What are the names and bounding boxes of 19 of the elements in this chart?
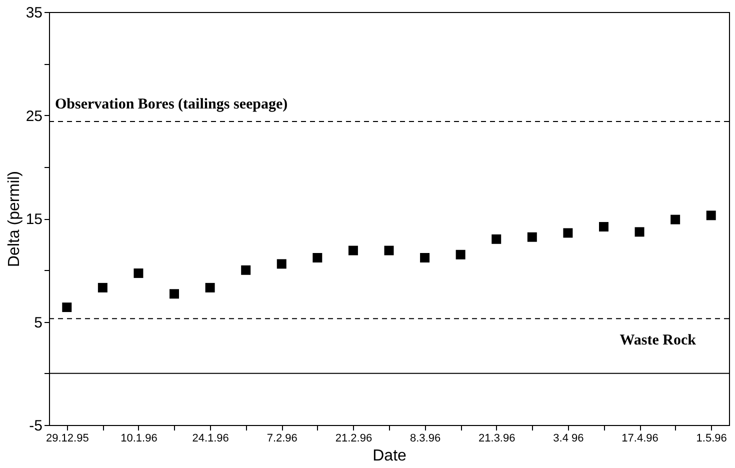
y-tick-label: 25 xyxy=(26,108,42,125)
y-tick-label: -5 xyxy=(29,418,42,434)
y-axis-title: Delta (permil) xyxy=(6,170,23,268)
x-tick-label: 17.4.96 xyxy=(622,432,658,444)
x-tick-label: 1.5.96 xyxy=(696,432,727,444)
x-tick-label: 29.12.95 xyxy=(46,432,89,444)
y-tick-label: 35 xyxy=(26,4,42,22)
x-tick-label: 7.2.96 xyxy=(266,432,298,444)
x-tick-label: 8.3.96 xyxy=(410,432,441,444)
x-tick-label: 21.2.96 xyxy=(335,432,372,444)
ref-line-label: Waste Rock xyxy=(620,332,697,349)
x-tick-label: 3.4 96 xyxy=(553,432,584,444)
x-tick-label: 21.3.96 xyxy=(478,432,516,444)
x-axis-title: Date xyxy=(372,448,406,464)
y-tick-label: 5 xyxy=(34,314,42,332)
x-tick-label: 24.1.96 xyxy=(192,432,229,444)
x-tick-label: 10.1.96 xyxy=(120,432,158,444)
ref-line-label: Observation Bores (tailings seepage) xyxy=(55,96,288,112)
y-tick-label: 15 xyxy=(26,211,42,228)
